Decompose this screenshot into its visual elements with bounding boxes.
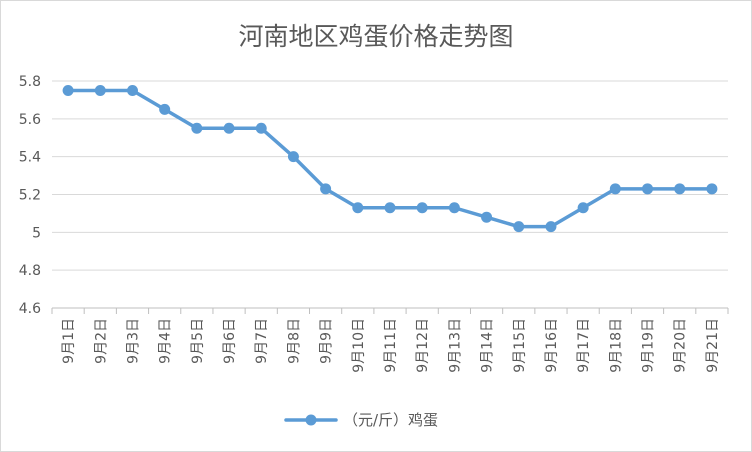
- data-point: [609, 183, 621, 195]
- data-point: [255, 122, 267, 134]
- x-tick-label: 9月18日: [608, 318, 624, 373]
- data-point: [320, 183, 332, 195]
- y-tick-label: 5.2: [19, 188, 41, 204]
- x-tick-label: 9月17日: [576, 318, 592, 373]
- y-tick-label: 5: [32, 225, 41, 241]
- x-tick-label: 9月14日: [480, 318, 496, 373]
- x-tick-label: 9月2日: [93, 318, 109, 364]
- y-tick-label: 5.8: [19, 74, 41, 90]
- data-point: [62, 84, 74, 96]
- data-point: [126, 84, 138, 96]
- data-point: [706, 183, 718, 195]
- x-tick-label: 9月11日: [383, 318, 399, 373]
- x-tick-label: 9月5日: [190, 318, 206, 364]
- legend-point-marker: [305, 414, 317, 426]
- data-point: [513, 221, 525, 233]
- x-tick-label: 9月6日: [222, 318, 238, 364]
- data-point: [287, 151, 299, 163]
- data-point: [159, 103, 171, 115]
- x-tick-label: 9月12日: [415, 318, 431, 373]
- data-point: [674, 183, 686, 195]
- y-tick-label: 5.6: [19, 112, 41, 128]
- gridlines: [52, 80, 728, 271]
- x-tick-label: 9月1日: [61, 318, 77, 364]
- x-tick-label: 9月16日: [544, 318, 560, 373]
- data-point: [642, 183, 654, 195]
- y-tick-label: 4.6: [19, 301, 41, 317]
- x-tick-label: 9月3日: [125, 318, 141, 364]
- data-point: [352, 202, 364, 214]
- x-tick-label: 9月13日: [447, 318, 463, 373]
- data-point: [384, 202, 396, 214]
- x-tick-label: 9月8日: [286, 318, 302, 364]
- x-tick-label: 9月20日: [673, 318, 689, 373]
- data-point: [191, 122, 203, 134]
- data-point: [448, 202, 460, 214]
- data-point: [545, 221, 557, 233]
- x-tick-label: 9月9日: [319, 318, 335, 364]
- data-point: [577, 202, 589, 214]
- axes: 4.6 4.8 5 5.2 5.4 5.6 5.8 9月1日 9月2日 9月3日 9月4日 9月5日 9…: [19, 74, 729, 373]
- x-tick-label: 9月19日: [641, 318, 657, 373]
- y-tick-label: 4.8: [19, 263, 41, 279]
- chart-title: 河南地区鸡蛋价格走势图: [238, 22, 513, 51]
- series-layer: [62, 84, 718, 233]
- x-tick-label: 9月15日: [512, 318, 528, 373]
- x-tick-label: 9月10日: [351, 318, 367, 373]
- data-point: [416, 202, 428, 214]
- legend: （元/斤）鸡蛋: [284, 411, 438, 429]
- data-point: [94, 84, 106, 96]
- x-tick-label: 9月21日: [705, 318, 721, 373]
- x-tick-label: 9月7日: [254, 318, 270, 364]
- data-point: [223, 122, 235, 134]
- legend-label: （元/斤）鸡蛋: [343, 411, 438, 429]
- data-point: [481, 211, 493, 223]
- y-tick-label: 5.4: [19, 150, 41, 166]
- x-tick-label: 9月4日: [158, 318, 174, 364]
